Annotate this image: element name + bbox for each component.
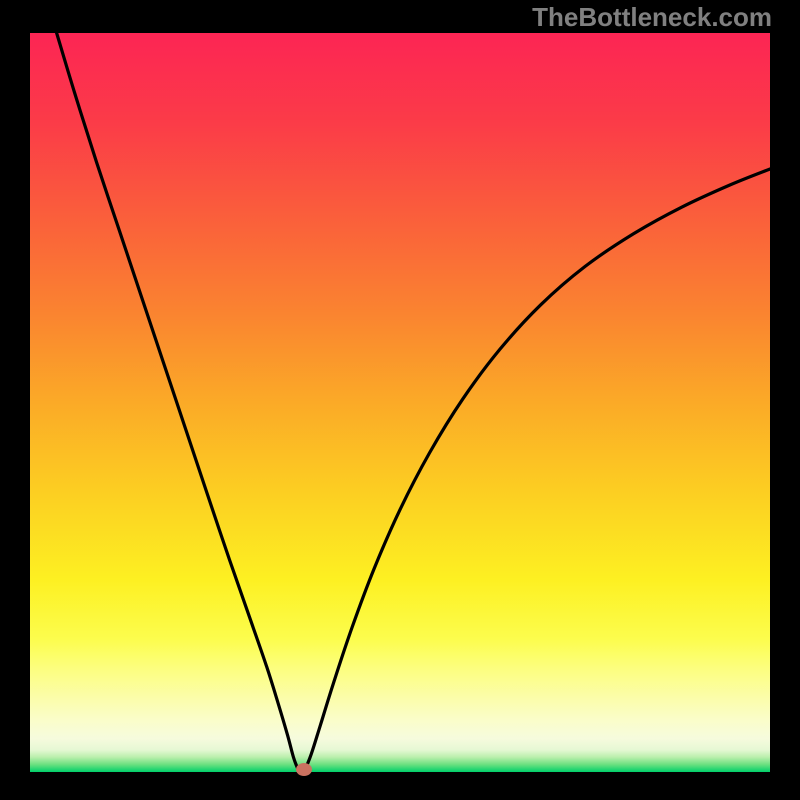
optimum-marker (296, 763, 312, 776)
chart-container: TheBottleneck.com (0, 0, 800, 800)
plot-area (30, 33, 770, 772)
watermark-text: TheBottleneck.com (532, 2, 772, 33)
